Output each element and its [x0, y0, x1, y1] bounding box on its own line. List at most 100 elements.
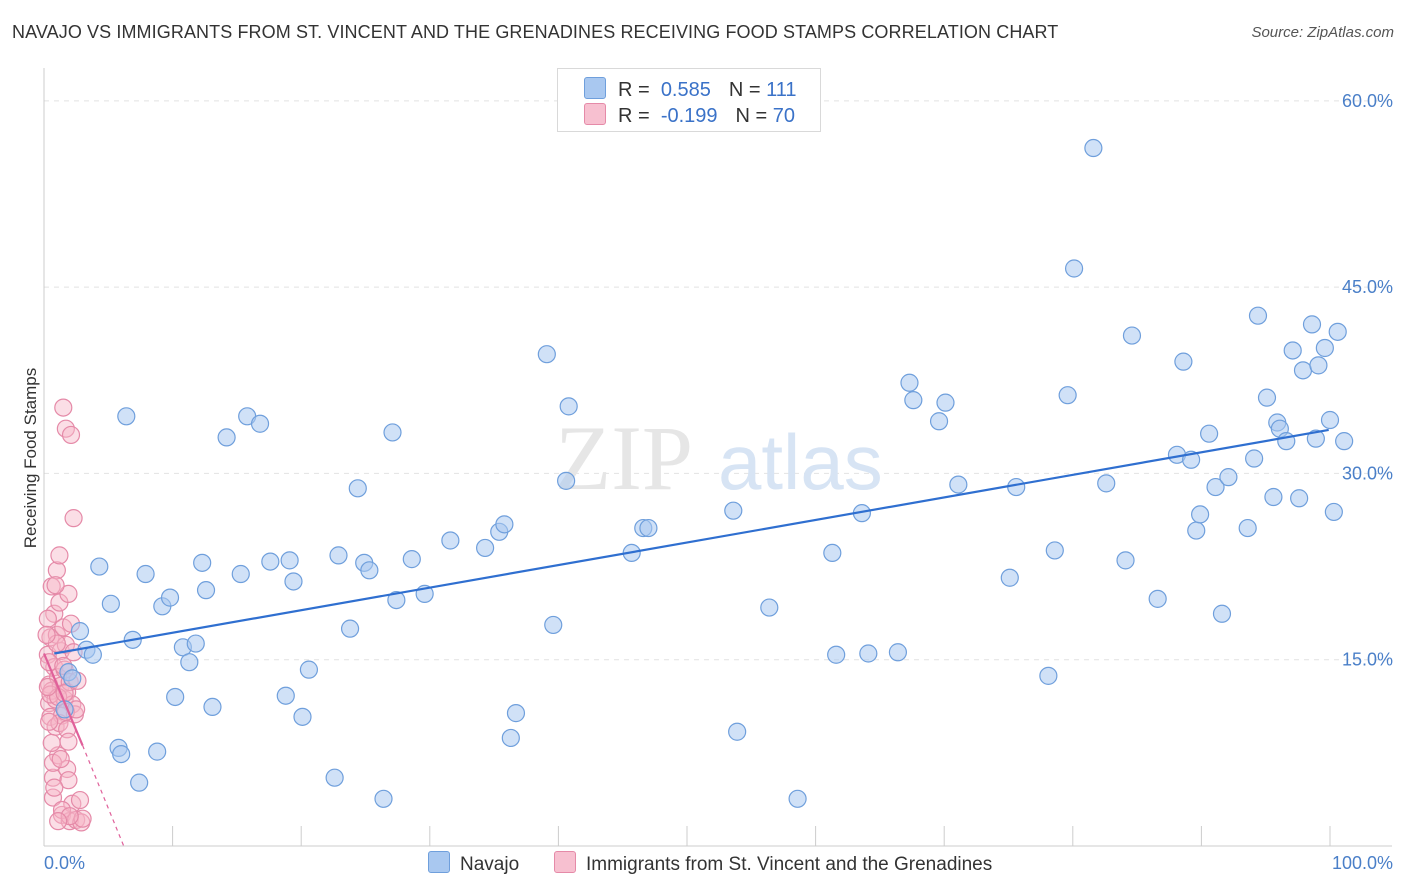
navajo-point-22 [196, 581, 216, 600]
navajo-point-50 [506, 704, 526, 723]
legend-n-label-navajo: N = [728, 79, 761, 101]
navajo-point-94 [1264, 487, 1283, 507]
navajo-point-3 [70, 622, 90, 641]
navajo-point-73 [1007, 477, 1026, 497]
navajo-point-104 [1315, 338, 1334, 358]
navajo-point-66 [888, 643, 908, 662]
watermark-atlas: atlas [718, 418, 883, 506]
navajo-point-89 [1219, 468, 1238, 487]
x-tick-label-0: 0.0% [44, 853, 85, 873]
navajo-point-61 [788, 789, 807, 808]
navajo-point-103 [1309, 356, 1328, 375]
bottom-legend-st-vincent: Immigrants from St. Vincent and the Gren… [554, 851, 992, 876]
st-vincent-point-64 [60, 807, 79, 826]
navajo-point-58 [724, 501, 743, 520]
navajo-point-65 [859, 644, 878, 663]
navajo-point-7 [101, 594, 120, 613]
navajo-point-90 [1238, 518, 1257, 538]
st-vincent-point-17 [50, 546, 69, 565]
series-navajo [55, 138, 1354, 808]
st-vincent-point-35 [61, 425, 81, 445]
navajo-point-80 [1116, 551, 1135, 570]
st-vincent-point-57 [51, 749, 70, 769]
navajo-point-60 [760, 598, 779, 617]
navajo-point-92 [1248, 306, 1268, 325]
navajo-point-85 [1187, 521, 1206, 540]
navajo-point-43 [402, 550, 421, 569]
navajo-point-77 [1064, 259, 1084, 278]
navajo-point-53 [557, 471, 576, 490]
navajo-point-68 [904, 391, 923, 410]
navajo-point-99 [1290, 489, 1309, 508]
st-vincent-point-32 [59, 771, 78, 790]
navajo-point-79 [1097, 474, 1116, 493]
st-vincent-point-50 [42, 733, 61, 753]
st-vincent-point-63 [59, 732, 78, 751]
navajo-point-86 [1191, 505, 1210, 524]
navajo-point-54 [559, 397, 578, 416]
x-tick-labels: 0.0% 100.0% [44, 853, 1393, 873]
y-tick-label-3: 60.0% [1342, 91, 1393, 111]
navajo-point-82 [1148, 589, 1167, 608]
navajo-point-32 [293, 707, 312, 726]
navajo-point-71 [949, 475, 968, 494]
st-vincent-point-39 [64, 509, 83, 528]
navajo-point-12 [130, 773, 149, 792]
navajo-point-19 [180, 653, 199, 672]
navajo-point-105 [1320, 410, 1340, 430]
navajo-point-25 [231, 564, 250, 584]
source-label: Source: ZipAtlas.com [1251, 24, 1394, 41]
navajo-point-23 [203, 697, 222, 717]
navajo-point-45 [441, 531, 460, 550]
navajo-point-91 [1245, 449, 1264, 468]
navajo-point-81 [1122, 326, 1142, 345]
grid-lines [44, 100, 1392, 661]
navajo-point-9 [112, 744, 131, 764]
navajo-point-51 [537, 345, 556, 364]
navajo-point-93 [1257, 388, 1277, 407]
bottom-legend-navajo: Navajo [428, 851, 519, 876]
navajo-point-17 [166, 687, 185, 707]
navajo-point-14 [148, 742, 167, 761]
navajo-point-69 [929, 412, 949, 431]
st-vincent-point-13 [47, 561, 66, 580]
navajo-point-59 [728, 722, 747, 741]
navajo-point-42 [387, 590, 406, 610]
legend-row-navajo: R = 0.585 N = 111 [584, 77, 797, 101]
navajo-point-24 [217, 428, 236, 447]
navajo-swatch [584, 77, 606, 99]
y-tick-label-2: 45.0% [1342, 277, 1393, 297]
navajo-point-41 [383, 423, 402, 442]
legend-r-value-navajo: 0.585 [660, 79, 711, 101]
navajo-point-36 [340, 619, 360, 638]
legend-r-value-st-vincent: -0.199 [660, 105, 718, 127]
y-tick-labels: 15.0% 30.0% 45.0% 60.0% [1342, 91, 1393, 670]
series-st-vincent [37, 398, 92, 832]
st-vincent-point-66 [38, 677, 57, 697]
watermark-zip: ZIP [555, 407, 693, 509]
st-vincent-trend-line [42, 653, 84, 746]
y-tick-label-1: 30.0% [1342, 463, 1393, 483]
navajo-point-37 [348, 479, 367, 498]
legend-r-label-st-vincent: R = [618, 105, 650, 127]
legend-row-st-vincent: R = -0.199 N = 70 [584, 103, 795, 127]
navajo-point-31 [284, 572, 303, 591]
st-vincent-point-47 [38, 609, 57, 628]
bottom-legend: Navajo Immigrants from St. Vincent and t… [0, 851, 1406, 877]
navajo-point-33 [299, 660, 319, 679]
bottom-st-vincent-swatch [554, 851, 576, 873]
navajo-point-109 [1200, 424, 1219, 443]
navajo-point-88 [1212, 604, 1232, 623]
navajo-point-13 [136, 564, 155, 584]
legend-n-label-st-vincent: N = [735, 105, 768, 127]
navajo-point-75 [1045, 541, 1064, 560]
navajo-point-39 [360, 561, 379, 580]
navajo-point-72 [1000, 568, 1019, 587]
navajo-point-63 [827, 645, 846, 664]
st-vincent-point-52 [45, 778, 64, 797]
navajo-point-98 [1283, 341, 1302, 360]
navajo-point-102 [1306, 429, 1325, 448]
navajo-point-28 [261, 552, 280, 571]
chart-title: NAVAJO VS IMMIGRANTS FROM ST. VINCENT AN… [12, 22, 1059, 42]
navajo-point-16 [160, 588, 180, 607]
